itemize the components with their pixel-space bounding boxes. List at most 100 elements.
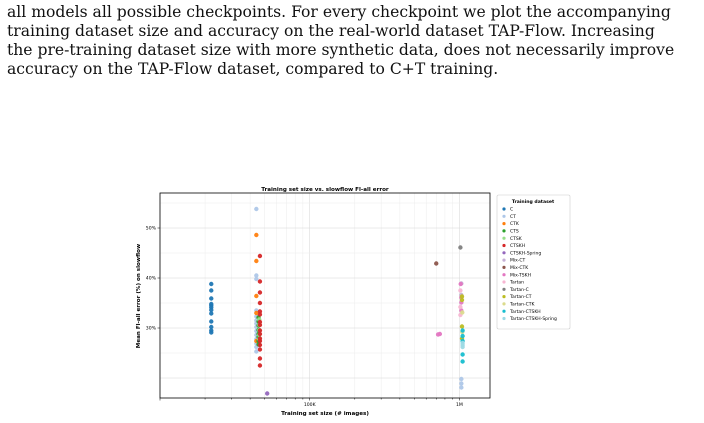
y-tick-label: 30% — [146, 326, 157, 332]
data-point — [460, 352, 465, 357]
data-point — [460, 328, 465, 333]
legend-label: CTS — [510, 229, 519, 235]
legend-marker — [502, 243, 506, 248]
legend-label: C — [510, 207, 513, 213]
data-point — [209, 311, 214, 316]
data-point — [257, 331, 263, 337]
legend-marker — [502, 295, 506, 299]
data-point — [459, 381, 464, 386]
legend-label: Mix-CTK — [510, 265, 529, 271]
data-point — [460, 344, 465, 350]
legend-box — [496, 194, 571, 330]
data-point — [434, 261, 439, 266]
legend-label: CT — [510, 214, 516, 220]
legend-label: Mix-CT — [510, 258, 526, 264]
data-point — [459, 294, 465, 299]
data-point — [257, 253, 263, 259]
legend-marker — [502, 316, 506, 321]
legend-marker — [502, 309, 506, 313]
y-axis-label: Mean Fl-all error (%) on slowflow — [136, 244, 142, 348]
data-point — [257, 322, 263, 328]
legend-label: CTSKH-Spring — [510, 250, 541, 256]
data-point — [459, 376, 464, 382]
legend-label: Tartan — [509, 280, 524, 286]
legend-marker — [502, 229, 506, 233]
data-point — [209, 330, 214, 335]
legend-marker — [502, 280, 506, 284]
data-point — [459, 385, 464, 390]
paragraph-line: accuracy on the TAP-Flow dataset, compar… — [7, 60, 499, 78]
legend-label: CTSKH — [510, 243, 525, 249]
data-point — [254, 258, 259, 264]
data-point — [209, 296, 214, 301]
data-point — [257, 279, 263, 284]
data-point — [257, 290, 263, 295]
data-point — [257, 347, 263, 352]
data-point — [264, 391, 270, 396]
data-point — [460, 359, 465, 364]
data-point — [459, 324, 465, 329]
axis-ticks: 30% 40% 50% 100K 1M — [146, 226, 463, 408]
paragraph-line: training dataset size and accuracy on th… — [7, 22, 655, 40]
legend-label: CTSK — [510, 236, 523, 242]
data-point — [254, 349, 259, 354]
chart-title: Training set size vs. slowflow Fl-all er… — [261, 187, 389, 193]
data-point — [437, 331, 443, 337]
data-point — [209, 307, 214, 313]
data-point — [459, 297, 465, 303]
y-tick-label: 50% — [146, 226, 157, 232]
data-point — [254, 293, 259, 299]
legend-marker — [502, 302, 506, 306]
data-point — [209, 319, 214, 324]
paper-paragraph: all models all possible checkpoints. For… — [7, 3, 697, 79]
data-point — [254, 310, 259, 316]
data-point — [458, 281, 463, 287]
data-point — [209, 288, 214, 293]
legend-marker — [502, 236, 506, 240]
data-point — [257, 342, 263, 348]
legend-marker — [502, 273, 506, 277]
legend-marker — [502, 258, 506, 262]
data-point — [458, 288, 463, 293]
data-point — [254, 276, 259, 282]
plot-frame — [159, 192, 491, 399]
paragraph-line: all models all possible checkpoints. For… — [7, 3, 671, 21]
legend-label: Tartan-CT — [509, 294, 532, 300]
y-tick-label: 40% — [146, 276, 157, 282]
legend-marker — [502, 222, 506, 226]
legend-label: Tartan-C — [509, 287, 529, 293]
data-point — [460, 310, 465, 315]
legend-marker — [502, 251, 506, 255]
data-point — [257, 356, 263, 361]
data-point — [257, 312, 263, 317]
legend-label: Tartan-CTSKH-Spring — [509, 316, 557, 322]
x-axis-label: Training set size (# images) — [281, 411, 369, 417]
legend-marker — [502, 214, 506, 218]
data-point — [458, 304, 463, 310]
data-points — [209, 206, 465, 396]
data-point — [257, 300, 263, 306]
chart-grid — [159, 193, 490, 398]
data-point — [254, 232, 259, 238]
data-point — [257, 328, 263, 333]
data-point — [254, 206, 259, 212]
legend-title: Training dataset — [512, 199, 555, 205]
data-point — [257, 363, 263, 368]
legend-label: Tartan-CTSKH — [509, 309, 541, 315]
data-point — [257, 338, 263, 344]
legend-label: Tartan-CTK — [509, 302, 536, 308]
legend-marker — [502, 265, 506, 269]
data-point — [254, 273, 259, 278]
data-point — [460, 333, 465, 339]
x-tick-label: 1M — [456, 402, 463, 408]
legend-marker — [502, 287, 506, 291]
legend-label: CTK — [510, 221, 520, 227]
data-point — [209, 281, 214, 287]
data-point — [209, 324, 214, 330]
x-tick-label: 100K — [304, 402, 317, 408]
legend-marker — [502, 207, 506, 211]
legend-label: Mix-TSKH — [510, 272, 531, 278]
paragraph-line: the pre-training dataset size with more … — [7, 41, 675, 59]
